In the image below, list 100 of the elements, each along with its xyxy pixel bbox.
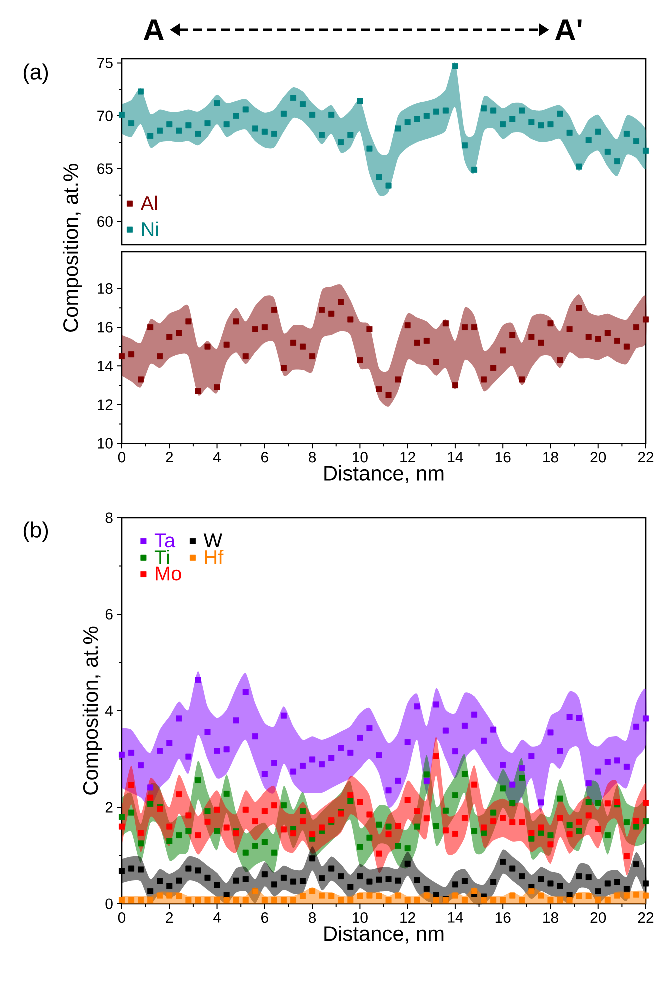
point: [538, 824, 544, 831]
point: [357, 357, 364, 364]
point: [395, 878, 402, 884]
point: [366, 146, 373, 152]
x-tick-label: 12: [400, 912, 416, 923]
point: [119, 868, 125, 874]
point: [128, 810, 135, 816]
x-tick-label: 20: [590, 452, 606, 463]
point: [357, 874, 364, 880]
point: [604, 800, 611, 807]
point: [242, 806, 249, 813]
point: [271, 802, 278, 809]
point: [338, 897, 344, 904]
x-tick-label: 20: [590, 912, 606, 924]
point: [280, 365, 287, 372]
y-tick-label: 14: [98, 361, 114, 372]
point: [166, 883, 173, 890]
y-tick-label: 75: [98, 58, 113, 68]
point: [300, 344, 306, 350]
point: [424, 772, 430, 778]
point: [319, 762, 326, 768]
point: [510, 866, 516, 872]
point: [643, 316, 650, 323]
point: [404, 846, 411, 852]
point: [252, 843, 258, 850]
point: [481, 897, 488, 904]
point: [576, 305, 582, 312]
point: [357, 844, 364, 850]
point: [490, 108, 497, 114]
point: [424, 778, 430, 784]
x-tick-label: 18: [544, 912, 558, 924]
legend-label: Ta: [154, 534, 176, 548]
x-tick-label: 10: [353, 912, 368, 924]
point: [586, 780, 592, 786]
point: [462, 771, 468, 778]
point: [262, 897, 268, 904]
point: [376, 752, 382, 758]
point: [148, 133, 154, 140]
point: [271, 850, 278, 856]
point: [348, 132, 354, 138]
point: [643, 818, 650, 824]
point: [280, 897, 287, 904]
point: [633, 724, 640, 730]
point: [138, 830, 144, 836]
point: [157, 354, 164, 360]
point: [310, 856, 316, 862]
point: [404, 860, 411, 867]
legend-label: Mo: [156, 566, 182, 581]
point: [586, 812, 592, 819]
point: [519, 775, 526, 782]
point: [214, 384, 220, 390]
x-tick-label: 16: [496, 452, 511, 463]
point: [195, 777, 202, 784]
point: [472, 712, 478, 718]
point: [576, 164, 582, 170]
point: [214, 882, 220, 888]
point: [357, 893, 364, 900]
point: [262, 324, 268, 330]
point: [462, 324, 468, 330]
point: [462, 142, 468, 149]
point: [424, 892, 430, 899]
point: [557, 897, 564, 904]
point: [538, 340, 544, 346]
point: [566, 714, 573, 720]
point: [376, 876, 382, 883]
point: [214, 828, 220, 834]
point: [319, 132, 326, 138]
point: [195, 388, 202, 394]
point: [395, 892, 402, 899]
point: [519, 765, 526, 772]
point: [557, 815, 564, 822]
point: [176, 893, 182, 900]
point: [462, 897, 468, 904]
point: [128, 866, 135, 872]
point: [195, 868, 202, 874]
point: [528, 888, 535, 894]
point: [262, 839, 268, 846]
point: [310, 112, 316, 118]
point: [442, 320, 449, 327]
point: [319, 875, 326, 882]
point: [338, 139, 344, 146]
point: [300, 818, 306, 824]
point: [119, 752, 125, 758]
point: [300, 808, 306, 814]
point: [424, 816, 430, 822]
point: [510, 332, 516, 338]
point: [376, 386, 382, 392]
x-tick-label: 2: [166, 912, 174, 923]
y-tick-label: 18: [98, 283, 113, 294]
x-tick-label: 18: [544, 452, 558, 463]
point: [643, 880, 650, 887]
point: [548, 320, 554, 327]
point: [328, 112, 335, 118]
point: [604, 832, 611, 838]
point: [500, 859, 506, 866]
point: [176, 716, 182, 722]
point: [433, 897, 440, 904]
point: [472, 828, 478, 834]
point: [452, 882, 458, 888]
point: [166, 824, 173, 830]
